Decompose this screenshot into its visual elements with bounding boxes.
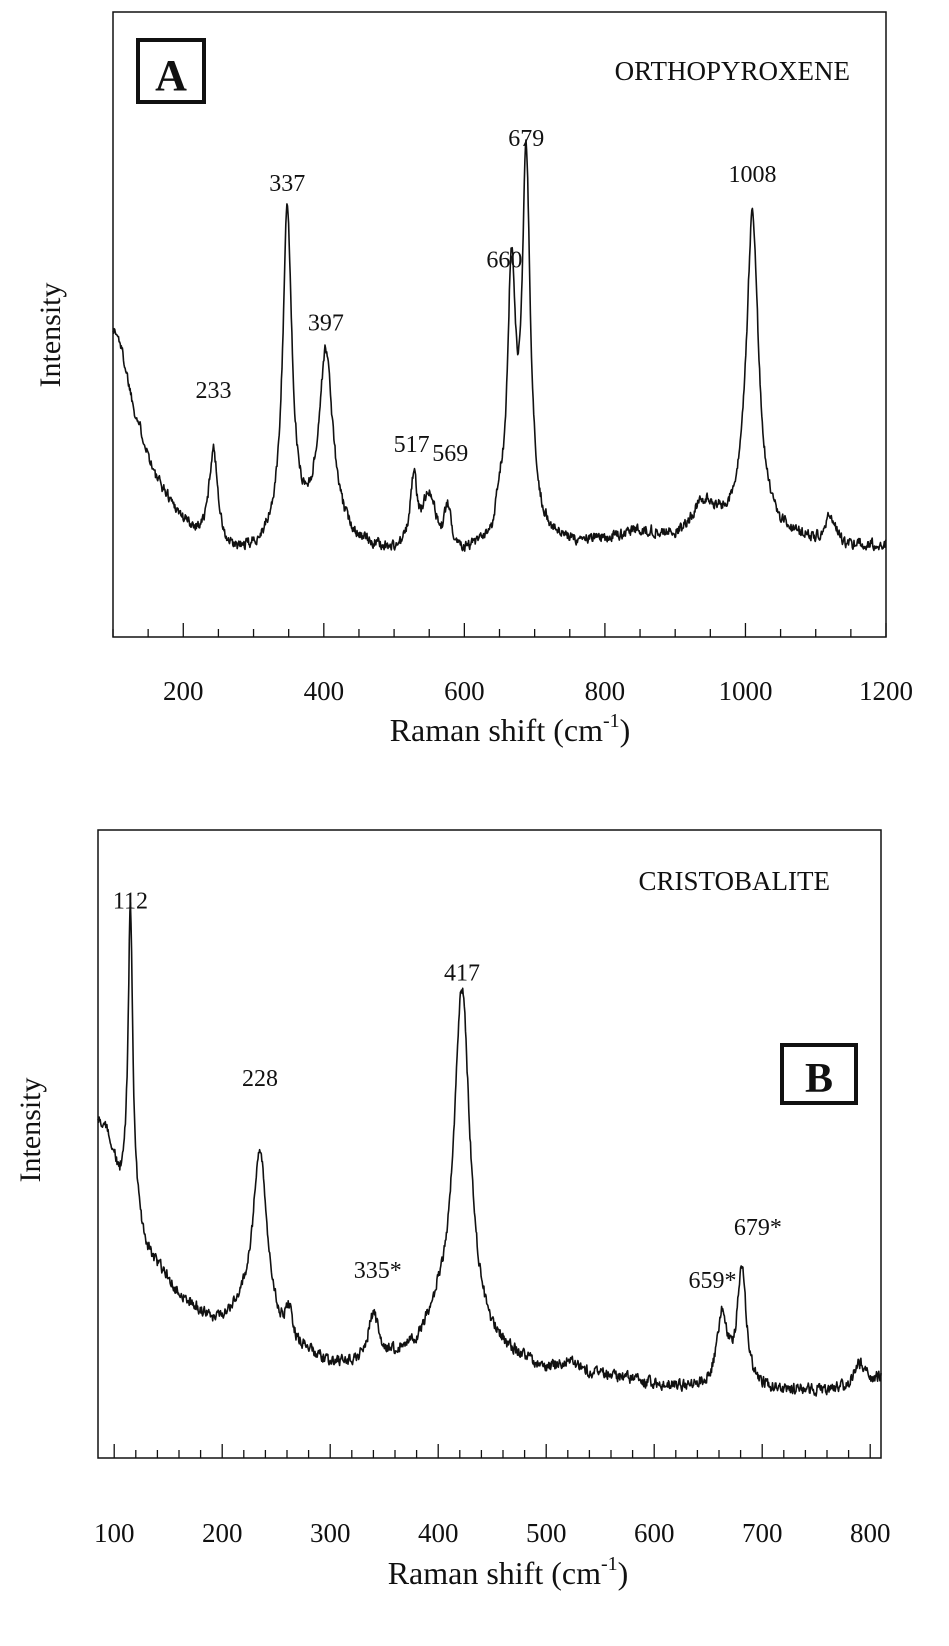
peak-label: 659* — [689, 1268, 737, 1294]
panel-a: A ORTHOPYROXENE Intensity 200 400 600 800 10… — [34, 11, 913, 748]
peak-label: 335* — [354, 1258, 402, 1284]
x-tick-label: 600 — [444, 676, 485, 706]
x-axis-label-b: Raman shift (cm-1) — [388, 1553, 629, 1591]
peak-labels-a: 233 337 397 517 569 660 679 1008 — [195, 126, 776, 467]
x-tick-labels-a: 200 400 600 800 1000 1200 — [163, 676, 913, 706]
x-tick-label: 300 — [310, 1518, 351, 1548]
x-tick-label: 600 — [634, 1518, 675, 1548]
x-tick-label: 200 — [202, 1518, 243, 1548]
peak-label: 679 — [508, 126, 544, 152]
y-axis-label-b: Intensity — [14, 1078, 47, 1183]
spectrum-line-a — [112, 139, 887, 552]
peak-label: 660 — [486, 248, 522, 274]
x-tick-label: 700 — [742, 1518, 783, 1548]
y-axis-label-a: Intensity — [34, 283, 67, 388]
x-tick-label: 800 — [850, 1518, 891, 1548]
peak-label: 228 — [242, 1066, 278, 1092]
x-tick-labels-b: 100 200 300 400 500 600 700 800 — [94, 1518, 891, 1548]
peak-label: 417 — [444, 961, 480, 987]
x-tick-label: 400 — [304, 676, 345, 706]
x-axis-label-b-main: Raman shift (cm — [388, 1555, 601, 1591]
peak-label: 233 — [195, 378, 231, 404]
panel-b: B CRISTOBALITE Intensity 100 200 300 400 500… — [14, 829, 891, 1591]
peak-label: 1008 — [728, 162, 776, 188]
x-axis-ticks-b — [113, 1444, 871, 1458]
spectrum-line-b — [97, 901, 882, 1397]
peak-label: 112 — [113, 889, 148, 915]
peak-label: 569 — [432, 441, 468, 467]
chart-title-a: ORTHOPYROXENE — [615, 56, 850, 86]
panel-label-box-a — [136, 38, 206, 104]
x-tick-label: 500 — [526, 1518, 567, 1548]
panel-label-a: A — [155, 51, 187, 100]
x-axis-label-b-close: ) — [618, 1555, 629, 1591]
peak-label: 679* — [734, 1215, 782, 1241]
x-tick-label: 1000 — [718, 676, 772, 706]
peak-label: 517 — [394, 432, 430, 458]
x-axis-ticks-a — [112, 623, 887, 637]
peak-label: 397 — [308, 311, 344, 337]
peak-label: 337 — [269, 171, 305, 197]
x-axis-label-b-sup: -1 — [601, 1553, 618, 1575]
plot-frame-b — [97, 829, 882, 1459]
x-axis-label-a-close: ) — [620, 712, 631, 748]
x-axis-label-a-sup: -1 — [603, 710, 620, 732]
x-tick-label: 100 — [94, 1518, 135, 1548]
x-axis-label-a: Raman shift (cm-1) — [390, 710, 631, 748]
x-tick-label: 1200 — [859, 676, 913, 706]
peak-labels-b: 112 228 335* 417 659* 679* — [113, 889, 782, 1294]
panel-label-b: B — [805, 1056, 833, 1102]
x-tick-label: 200 — [163, 676, 204, 706]
x-axis-label-a-main: Raman shift (cm — [390, 712, 603, 748]
panel-label-box-b — [780, 1043, 858, 1105]
chart-title-b: CRISTOBALITE — [638, 866, 830, 896]
x-tick-label: 400 — [418, 1518, 459, 1548]
x-tick-label: 800 — [585, 676, 626, 706]
